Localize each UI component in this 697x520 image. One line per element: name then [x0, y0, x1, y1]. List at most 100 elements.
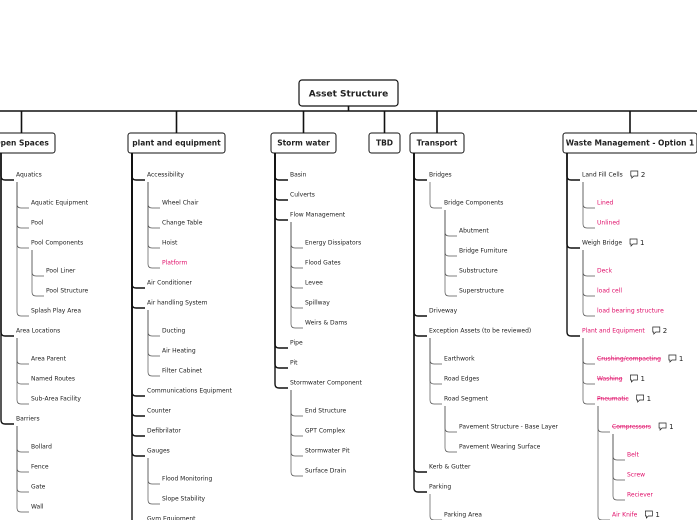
node-label[interactable]: Pool Liner [46, 268, 76, 275]
node-label[interactable]: Reciever [627, 492, 653, 499]
node-label[interactable]: Platform [162, 260, 187, 267]
branch-label[interactable]: Waste Management - Option 1 [566, 139, 695, 148]
branch-box[interactable] [562, 132, 697, 154]
node-label[interactable]: Weigh Bridge [582, 240, 622, 247]
branch-box[interactable] [0, 132, 56, 154]
node-label[interactable]: Washing [597, 376, 623, 383]
node-label[interactable]: Kerb & Gutter [429, 464, 471, 471]
node-label[interactable]: Gym Equipment [147, 516, 196, 520]
node-label[interactable]: Air Conditioner [147, 280, 192, 287]
node-label[interactable]: Weirs & Dams [305, 320, 347, 327]
node-label[interactable]: Earthwork [444, 356, 475, 363]
branch-label[interactable]: Storm water [277, 139, 330, 148]
node-label[interactable]: Bollard [31, 444, 52, 451]
node-label[interactable]: Pavement Structure - Base Layer [459, 424, 559, 431]
branch-box[interactable] [127, 132, 226, 154]
node-label[interactable]: Air Knife [612, 512, 638, 519]
node-label[interactable]: Named Routes [31, 376, 75, 383]
node-label[interactable]: Counter [147, 408, 172, 415]
branch-box[interactable] [270, 132, 337, 154]
node-label[interactable]: Flood Monitoring [162, 476, 212, 483]
node-label[interactable]: Road Edges [444, 376, 479, 383]
node-label[interactable]: Accessibility [147, 172, 184, 179]
node-label[interactable]: Ducting [162, 328, 186, 335]
node-label[interactable]: Bridge Furniture [459, 248, 508, 255]
node-label[interactable]: Wall [31, 504, 44, 511]
node-label[interactable]: Barriers [16, 416, 40, 423]
node-label[interactable]: Surface Drain [305, 468, 346, 475]
node-label[interactable]: load cell [597, 288, 622, 295]
node-label[interactable]: Road Segment [444, 396, 489, 403]
node-label[interactable]: Parking Area [444, 512, 482, 519]
node-label[interactable]: Aquatic Equipment [31, 200, 89, 207]
node-label[interactable]: Culverts [290, 192, 315, 199]
branch-box[interactable] [409, 132, 465, 154]
comment-icon[interactable] [645, 510, 653, 519]
node-label[interactable]: Pool Components [31, 240, 83, 247]
node-label[interactable]: Plant and Equipment [582, 328, 645, 335]
node-label[interactable]: load bearing structure [597, 308, 664, 315]
node-label[interactable]: Fence [31, 464, 49, 471]
node-label[interactable]: Wheel Chair [162, 200, 199, 207]
node-label[interactable]: Filter Cabinet [162, 368, 203, 375]
node-label[interactable]: Belt [627, 452, 639, 459]
node-label[interactable]: Levee [305, 280, 323, 287]
node-label[interactable]: Pavement Wearing Surface [459, 444, 541, 451]
node-label[interactable]: Spillway [305, 300, 330, 307]
node-label[interactable]: GPT Complex [305, 428, 346, 435]
node-label[interactable]: Pneumatic [597, 396, 629, 403]
node-label[interactable]: Hoist [162, 240, 178, 247]
node-label[interactable]: Basin [290, 172, 307, 179]
node-label[interactable]: Screw [627, 472, 645, 479]
node-label[interactable]: Bridges [429, 172, 452, 179]
node-label[interactable]: Pool [31, 220, 44, 227]
node-label[interactable]: Driveway [429, 308, 458, 315]
comment-icon[interactable] [652, 326, 661, 335]
node-label[interactable]: Crushing/compacting [597, 356, 661, 363]
root-label[interactable]: Asset Structure [309, 90, 388, 100]
node-label[interactable]: Splash Play Area [31, 308, 81, 315]
node-label[interactable]: Air Heating [162, 348, 196, 355]
branch-box[interactable] [368, 132, 401, 154]
node-label[interactable]: Change Table [162, 220, 203, 227]
comment-icon[interactable] [630, 170, 639, 179]
node-label[interactable]: Compressors [612, 424, 651, 431]
comment-icon[interactable] [629, 238, 638, 247]
node-label[interactable]: Land Fill Cells [582, 172, 623, 179]
node-label[interactable]: Pit [290, 360, 298, 367]
node-label[interactable]: Abutment [459, 228, 489, 235]
node-label[interactable]: Gate [31, 484, 46, 491]
node-label[interactable]: Pipe [290, 340, 303, 347]
branch-label[interactable]: plant and equipment [132, 139, 221, 148]
node-label[interactable]: Stormwater Component [290, 380, 363, 387]
branch-label[interactable]: TBD [376, 139, 393, 148]
node-label[interactable]: Bridge Components [444, 200, 503, 207]
node-label[interactable]: Flow Management [290, 212, 346, 219]
node-label[interactable]: Communications Equipment [147, 388, 233, 395]
node-label[interactable]: Flood Gates [305, 260, 341, 267]
node-label[interactable]: Air handling System [147, 300, 208, 307]
node-label[interactable]: End Structure [305, 408, 347, 415]
node-label[interactable]: Sub-Area Facility [31, 396, 81, 403]
node-label[interactable]: Area Parent [31, 356, 67, 363]
node-label[interactable]: Lined [597, 200, 614, 207]
comment-icon[interactable] [636, 394, 645, 403]
node-label[interactable]: Defibrilator [147, 428, 181, 435]
node-label[interactable]: Pool Structure [46, 288, 89, 295]
node-label[interactable]: Parking [429, 484, 451, 491]
node-label[interactable]: Stormwater Pit [305, 448, 350, 455]
branch-label[interactable]: Open Spaces [0, 139, 49, 148]
comment-icon[interactable] [668, 354, 677, 363]
comment-icon[interactable] [630, 374, 638, 383]
comment-icon[interactable] [658, 422, 667, 431]
branch-label[interactable]: Transport [417, 139, 458, 148]
node-label[interactable]: Aquatics [16, 172, 42, 179]
node-label[interactable]: Unlined [597, 220, 620, 227]
node-label[interactable]: Gauges [147, 448, 170, 455]
node-label[interactable]: Substructure [459, 268, 498, 275]
root-box[interactable] [298, 79, 399, 107]
node-label[interactable]: Area Locations [16, 328, 60, 335]
node-label[interactable]: Exception Assets (to be reviewed) [429, 328, 531, 335]
node-label[interactable]: Superstructure [459, 288, 504, 295]
node-label[interactable]: Slope Stability [162, 496, 206, 503]
